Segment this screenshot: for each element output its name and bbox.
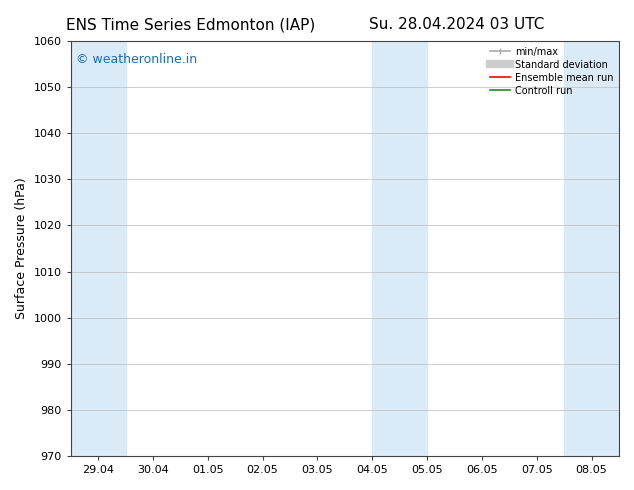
Text: Su. 28.04.2024 03 UTC: Su. 28.04.2024 03 UTC xyxy=(369,17,544,32)
Y-axis label: Surface Pressure (hPa): Surface Pressure (hPa) xyxy=(15,178,28,319)
Bar xyxy=(564,41,634,456)
Bar xyxy=(71,41,126,456)
Text: © weatheronline.in: © weatheronline.in xyxy=(76,53,197,67)
Legend: min/max, Standard deviation, Ensemble mean run, Controll run: min/max, Standard deviation, Ensemble me… xyxy=(486,43,617,99)
Text: ENS Time Series Edmonton (IAP): ENS Time Series Edmonton (IAP) xyxy=(65,17,315,32)
Bar xyxy=(372,41,427,456)
